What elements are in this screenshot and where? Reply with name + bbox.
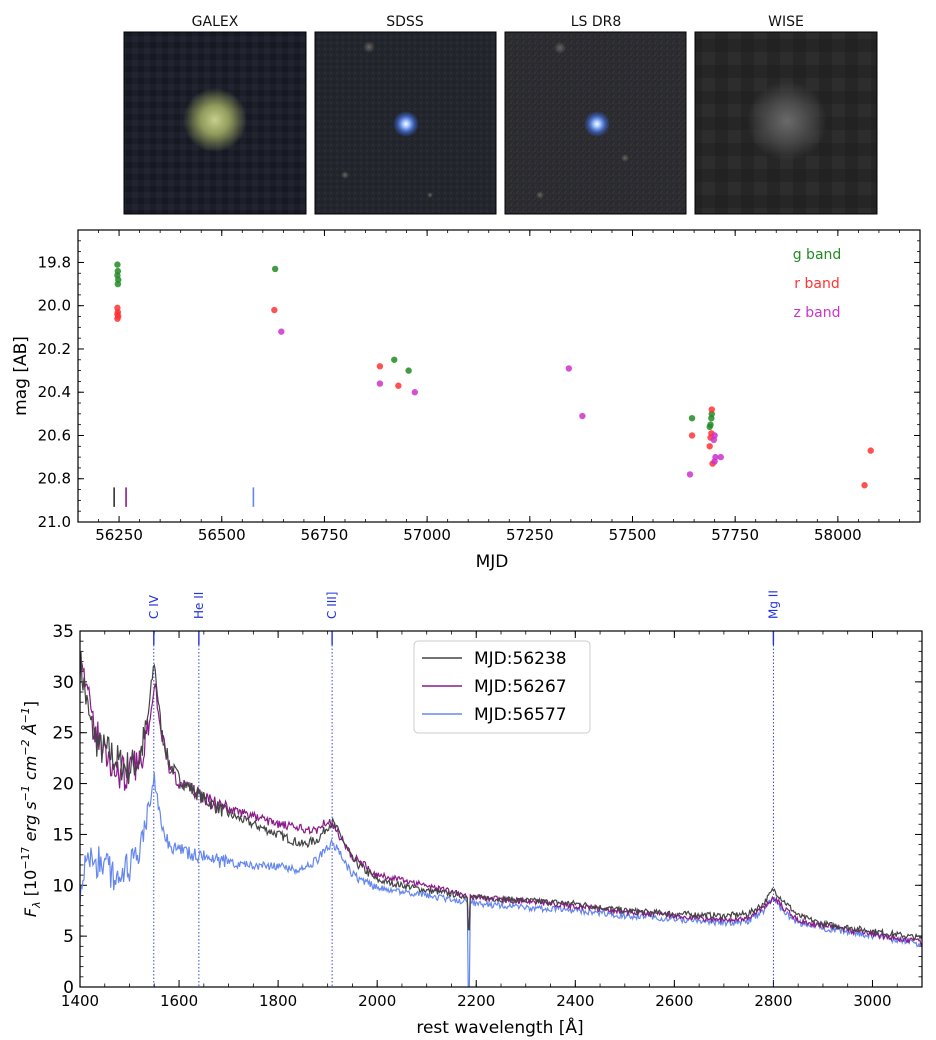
lc-point-z-band: [579, 412, 586, 420]
lc-ytick-label: 20.8: [38, 470, 71, 488]
spec-xtick-label: 2000: [358, 992, 396, 1010]
cutout-wise: WISE: [694, 14, 878, 215]
lc-point-z-band: [711, 432, 718, 439]
spectrum-legend-box: [413, 640, 591, 734]
lc-point-r-band: [708, 406, 715, 413]
emission-line-label: He II: [192, 592, 206, 619]
lc-point-z-band: [565, 365, 573, 372]
spectrum-series-MJD-56577: [80, 772, 922, 987]
spectrum-series-MJD-56267: [80, 659, 922, 948]
lc-point-z-band: [376, 380, 384, 387]
lc-xtick-label: 57500: [609, 526, 657, 544]
spectrum-legend-label: MJD:56238: [474, 649, 567, 669]
lc-point-z-band: [411, 389, 418, 396]
lc-point-r-band: [395, 382, 402, 389]
lc-xtick-label: 56500: [198, 526, 246, 544]
spec-ytick-label: 5: [63, 927, 74, 947]
lc-ytick-label: 20.6: [38, 426, 71, 444]
lc-ytick-label: 20.2: [38, 340, 71, 358]
lc-xtick-label: 56750: [301, 526, 349, 544]
lc-point-g-band: [114, 261, 121, 268]
lsdr8-source: [584, 111, 610, 137]
lc-point-g-band: [688, 414, 696, 422]
lc-legend-entry: z band: [793, 305, 840, 321]
emission-line-label: C III]: [325, 592, 339, 620]
cutout-galex: GALEX: [123, 14, 307, 215]
spec-ytick-label: 25: [52, 724, 74, 744]
lc-point-r-band: [114, 315, 121, 322]
cutout-label-galex: GALEX: [192, 14, 239, 30]
galex-source: [183, 88, 247, 152]
spectrum-legend-label: MJD:56577: [474, 705, 567, 725]
spec-ytick-label: 30: [52, 673, 74, 693]
spectrum-panel: 1400 1600 1800 2000 2200 2400 2600 2800 3000 0 5 10…: [19, 590, 923, 1038]
spec-ytick-label: 35: [52, 622, 74, 642]
lc-point-z-band: [711, 458, 718, 465]
lc-point-g-band: [391, 356, 398, 363]
spec-xtick-label: 2400: [556, 992, 594, 1010]
lc-ytick-label: 20.0: [38, 297, 71, 315]
emission-line-label: C IV: [147, 594, 161, 619]
lc-point-g-band: [405, 367, 412, 374]
spec-ytick-label: 20: [52, 775, 74, 795]
lc-point-g-band: [114, 280, 122, 288]
lc-legend-entry: g band: [793, 247, 842, 263]
spec-xtick-label: 2200: [457, 992, 495, 1010]
cutout-label-sdss: SDSS: [386, 14, 424, 30]
cutout-label-lsdr8: LS DR8: [571, 14, 622, 30]
cutout-sdss: SDSS: [314, 14, 497, 215]
lc-point-r-band: [867, 447, 874, 454]
lc-point-g-band: [707, 421, 714, 428]
spec-xtick-label: 1600: [160, 992, 198, 1010]
spec-xtick-label: 1400: [61, 992, 99, 1010]
lc-point-r-band: [271, 306, 278, 314]
emission-line-label: Mg II: [766, 590, 780, 619]
lc-ylabel: mag [AB]: [11, 336, 31, 416]
lc-point-r-band: [706, 443, 713, 450]
lc-ytick-label: 20.4: [38, 383, 71, 401]
lc-point-z-band: [686, 471, 694, 478]
lc-xtick-label: 57250: [506, 526, 554, 544]
spec-xtick-label: 1800: [259, 992, 297, 1010]
lc-point-r-band: [376, 363, 384, 370]
spec-ytick-label: 15: [52, 825, 74, 845]
lc-xtick-label: 57750: [711, 526, 759, 544]
spec-xtick-label: 3000: [853, 992, 891, 1010]
lc-xtick-label: 58000: [814, 526, 862, 544]
spec-ytick-label: 0: [63, 978, 74, 998]
lc-xlabel: MJD: [476, 552, 509, 572]
lc-ytick-label: 19.8: [38, 253, 71, 271]
lc-point-r-band: [861, 482, 868, 489]
spectrum-series-MJD-56238: [80, 652, 922, 942]
lc-xtick-label: 56250: [95, 526, 143, 544]
lc-legend-entry: r band: [794, 276, 839, 292]
spec-ylabel: Fλ [10−17 erg s−1 cm−2 Å−1]: [19, 701, 43, 917]
lc-ytick-label: 21.0: [38, 513, 71, 531]
cutout-label-wise: WISE: [768, 14, 804, 30]
spectrum-frame: [79, 630, 923, 988]
cutout-panels: GALEX SDSS LS DR8 WISE: [123, 14, 878, 215]
light-curve-frame: [77, 229, 921, 523]
spec-xtick-label: 2600: [655, 992, 693, 1010]
lc-point-r-band: [688, 432, 696, 439]
sdss-source: [393, 111, 419, 137]
lc-point-g-band: [271, 265, 279, 273]
cutout-lsdr8: LS DR8: [504, 14, 687, 215]
lc-point-z-band: [278, 328, 285, 335]
spec-ytick-label: 10: [52, 876, 74, 896]
wise-source: [747, 81, 827, 161]
lc-xtick-label: 57000: [403, 526, 451, 544]
lc-point-z-band: [717, 453, 724, 461]
spec-xtick-label: 2800: [754, 992, 792, 1010]
spec-xlabel: rest wavelength [Å]: [416, 1016, 583, 1038]
light-curve-panel: 56250 56500 56750 57000 57250 57500 57750 58000…: [11, 229, 921, 572]
spectrum-legend-label: MJD:56267: [474, 677, 567, 697]
